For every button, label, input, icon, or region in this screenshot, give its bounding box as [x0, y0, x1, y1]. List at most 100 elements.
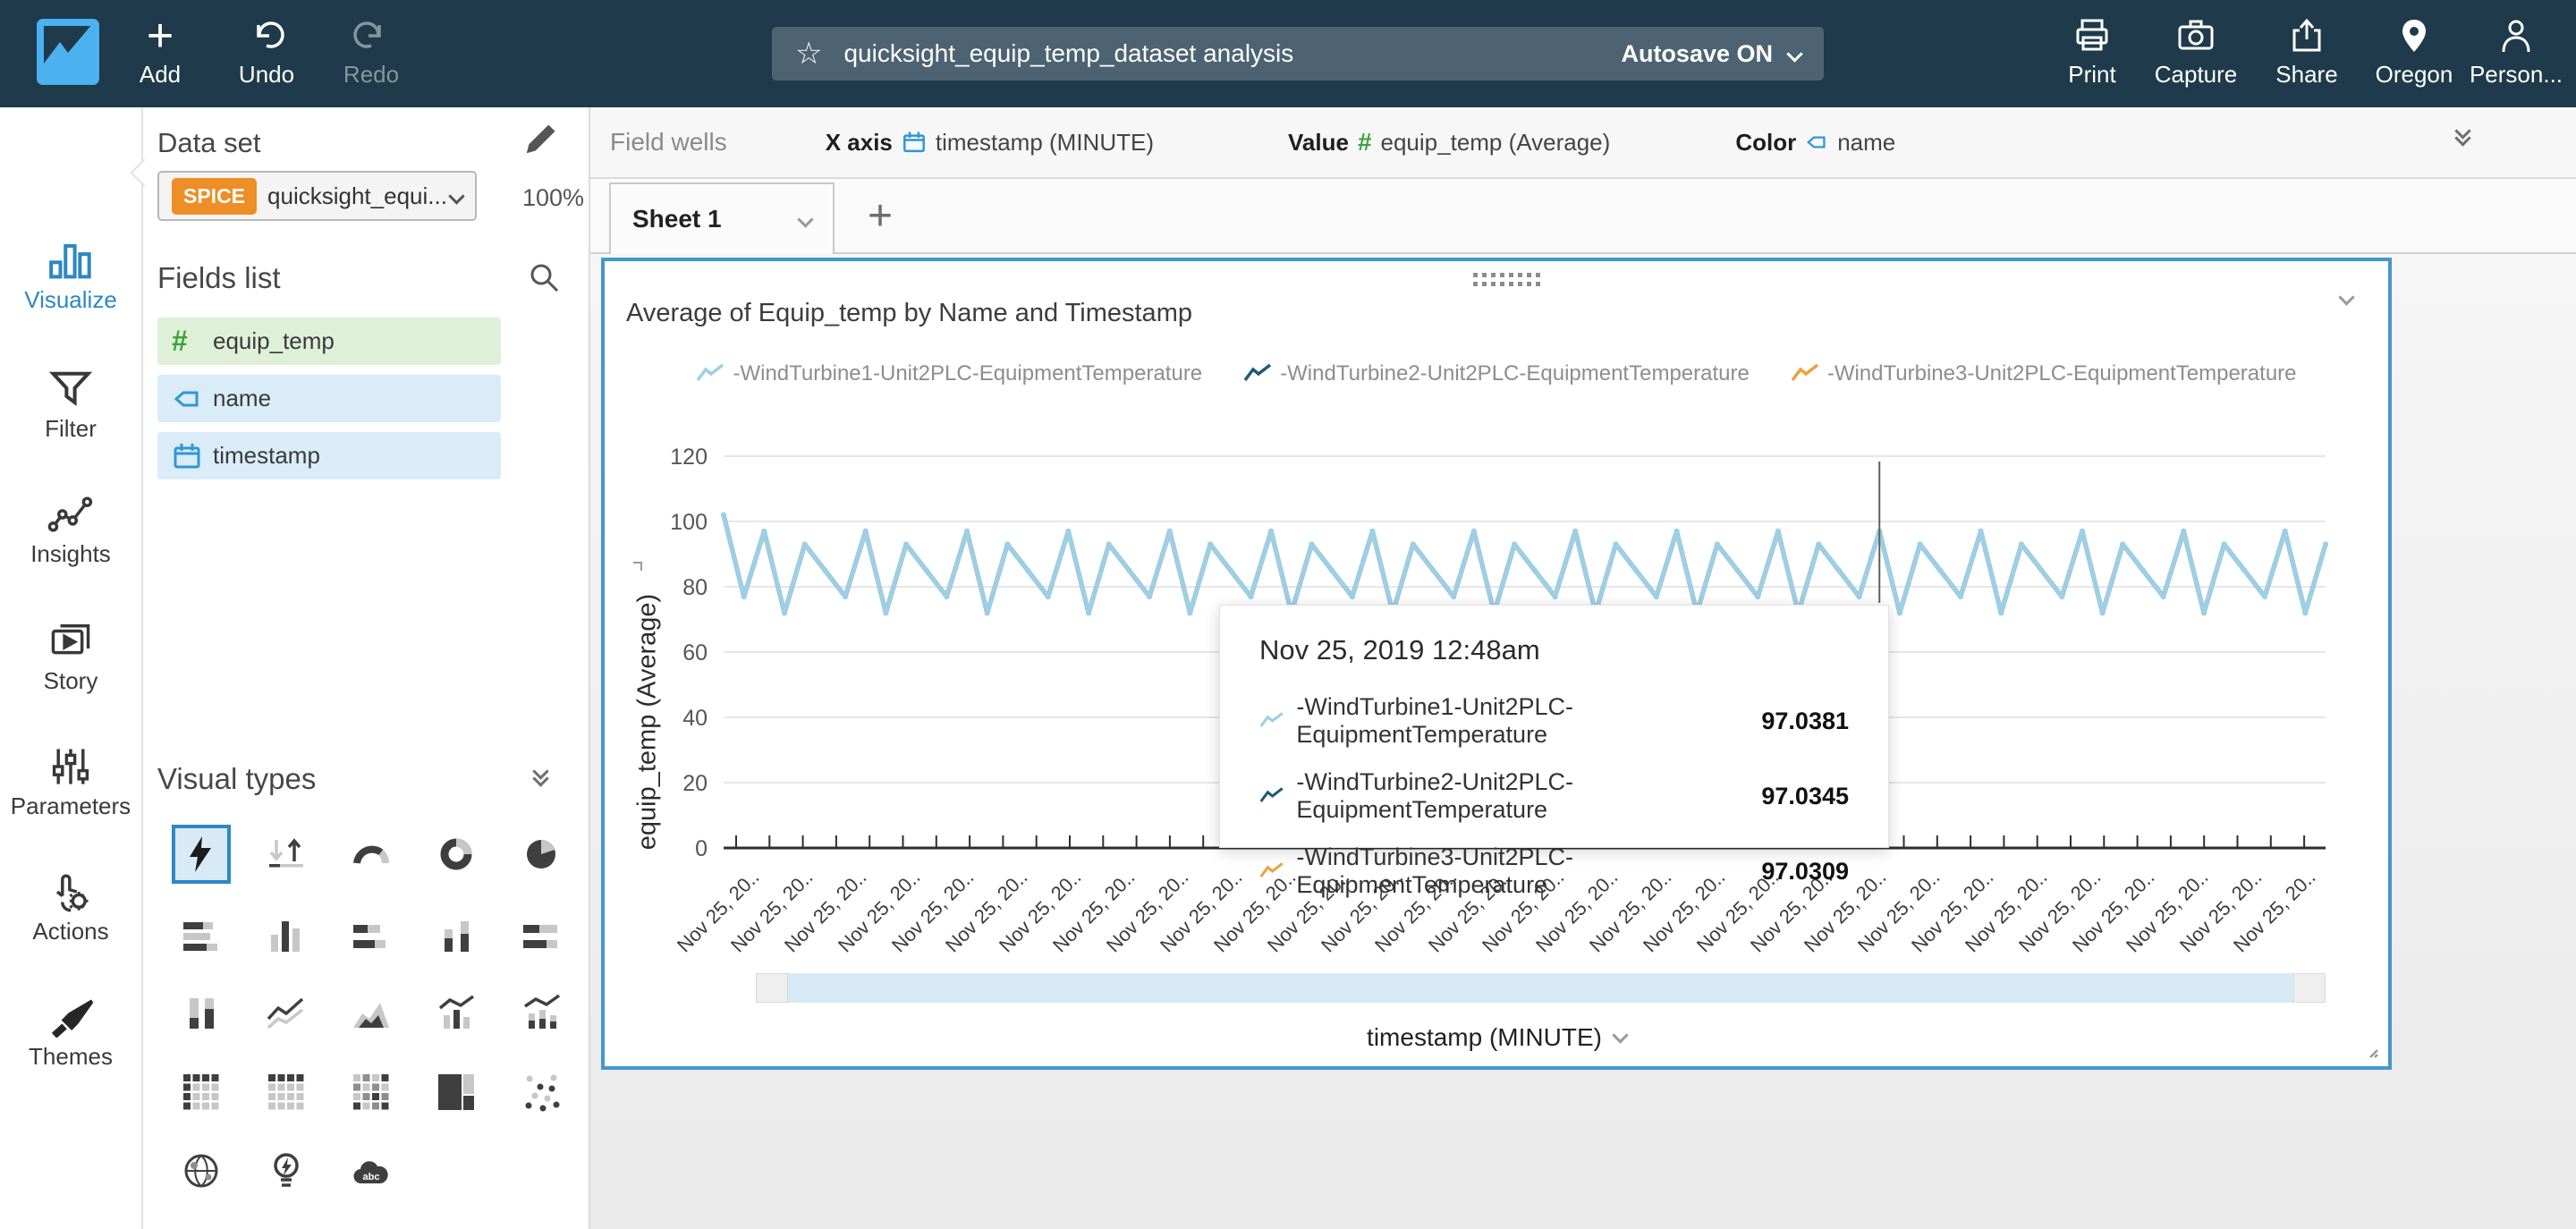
x-axis-title-dropdown[interactable]: timestamp (MINUTE): [605, 1023, 2388, 1052]
series-line-3[interactable]: [721, 514, 2328, 615]
field-wells-bar: Field wells X axis timestamp (MINUTE) Va…: [590, 107, 2576, 179]
field-equip-temp[interactable]: # equip_temp: [157, 318, 501, 365]
sidebar-item-story[interactable]: Story: [0, 621, 141, 695]
data-point: [2322, 541, 2329, 547]
share-button[interactable]: Share: [2258, 13, 2356, 89]
visual-type-barh[interactable]: [172, 907, 231, 966]
sidebar-item-parameters[interactable]: Parameters: [0, 746, 141, 820]
visual-type-stackv[interactable]: [427, 907, 486, 966]
sheet-menu-chevron-icon[interactable]: [797, 210, 814, 228]
widget-drag-handle-icon[interactable]: [1473, 273, 1540, 286]
x-axis-range-scrollbar[interactable]: [756, 973, 2326, 1003]
print-button[interactable]: Print: [2043, 13, 2141, 89]
visual-type-autograph[interactable]: [172, 825, 231, 884]
scrollbar-left-handle[interactable]: [756, 973, 788, 1003]
field-wells-collapse-icon[interactable]: [2454, 123, 2471, 147]
search-icon[interactable]: [528, 261, 560, 293]
visual-type-combo[interactable]: [427, 984, 486, 1043]
field-well-value[interactable]: Value # equip_temp (Average): [1288, 128, 1611, 156]
legend-item[interactable]: -WindTurbine1-Unit2PLC-EquipmentTemperat…: [696, 361, 1202, 386]
capture-button[interactable]: Capture: [2147, 13, 2245, 89]
visual-type-donut[interactable]: [427, 825, 486, 884]
sidebar-item-actions[interactable]: Actions: [0, 871, 141, 945]
widget-resize-handle[interactable]: [2356, 1036, 2381, 1061]
sidebar-item-insights[interactable]: Insights: [0, 494, 141, 568]
field-timestamp[interactable]: timestamp: [157, 432, 501, 479]
dataset-dropdown[interactable]: SPICE quicksight_equi...: [157, 171, 477, 221]
visual-type-scatter[interactable]: [512, 1063, 571, 1122]
quicksight-logo[interactable]: [37, 19, 99, 85]
data-point: [2181, 528, 2187, 535]
autosave-chevron-icon[interactable]: [1786, 45, 1803, 63]
field-name[interactable]: name: [157, 375, 501, 422]
area-icon: [353, 1003, 389, 1028]
add-button[interactable]: + Add: [139, 10, 182, 88]
data-point: [1632, 567, 1640, 573]
tooltip-row: -WindTurbine1-Unit2PLC-EquipmentTemperat…: [1259, 693, 1849, 749]
y-axis-collapse-icon[interactable]: [633, 562, 642, 571]
field-well-x-axis[interactable]: X axis timestamp (MINUTE): [825, 128, 1154, 156]
visual-type-treemap[interactable]: [427, 1063, 486, 1122]
left-nav: Visualize Filter Insights Story Paramete…: [0, 107, 143, 1229]
visual-type-pivot[interactable]: [172, 1063, 231, 1122]
region-button[interactable]: Oregon: [2365, 13, 2463, 89]
location-pin-icon: [2394, 13, 2434, 59]
actions-icon: [55, 874, 89, 912]
legend-item[interactable]: -WindTurbine2-Unit2PLC-EquipmentTemperat…: [1243, 361, 1750, 386]
visual-type-stackh[interactable]: [342, 907, 401, 966]
scrollbar-range[interactable]: [788, 973, 2293, 1003]
series-line-1[interactable]: [721, 514, 2328, 615]
edit-dataset-icon[interactable]: [524, 120, 560, 156]
visual-type-pie[interactable]: [512, 825, 571, 884]
data-point: [1653, 593, 1660, 600]
visual-type-map[interactable]: [172, 1141, 231, 1200]
field-well-color[interactable]: Color name: [1735, 128, 1896, 156]
scrollbar-right-handle[interactable]: [2293, 973, 2326, 1003]
barh-icon: [183, 922, 217, 951]
visual-type-line[interactable]: [257, 984, 316, 1043]
visual-type-stackv100[interactable]: [172, 984, 231, 1043]
tab-sheet-1[interactable]: Sheet 1: [609, 182, 835, 254]
visual-type-barv[interactable]: [257, 907, 316, 966]
data-point: [1267, 528, 1275, 535]
visual-type-combo2[interactable]: [512, 984, 571, 1043]
add-sheet-button[interactable]: +: [868, 192, 894, 240]
series-line-icon: [1791, 363, 1818, 382]
star-icon[interactable]: ☆: [795, 37, 823, 71]
analysis-title-bar[interactable]: ☆ quicksight_equip_temp_dataset analysis…: [772, 27, 1824, 81]
sidebar-item-visualize[interactable]: Visualize: [0, 240, 141, 314]
visual-type-gauge[interactable]: [342, 825, 401, 884]
field-wells-label: Field wells: [610, 128, 727, 156]
visual-type-wordcloud[interactable]: abc: [342, 1141, 401, 1200]
redo-button[interactable]: Redo: [322, 13, 420, 89]
data-point: [1674, 528, 1680, 535]
pie-icon: [527, 840, 555, 869]
numeric-field-icon: #: [1357, 128, 1372, 156]
series-line-icon: [697, 363, 724, 382]
visual-type-area[interactable]: [342, 984, 401, 1043]
data-point: [842, 593, 849, 600]
map-icon: [184, 1154, 218, 1188]
user-menu-button[interactable]: Person...: [2467, 13, 2565, 89]
legend-item[interactable]: -WindTurbine3-Unit2PLC-EquipmentTemperat…: [1791, 361, 2297, 386]
visual-types-collapse-icon[interactable]: [532, 763, 549, 787]
sidebar-item-themes[interactable]: Themes: [0, 996, 141, 1071]
data-point: [801, 541, 808, 547]
visual-type-stackh100[interactable]: [512, 907, 571, 966]
data-panel: Data set SPICE quicksight_equi... 100% F…: [143, 107, 590, 1229]
visual-type-heatmap[interactable]: [342, 1063, 401, 1122]
stackv-icon: [445, 921, 469, 952]
sidebar-item-filter[interactable]: Filter: [0, 369, 141, 443]
visual-type-kpi[interactable]: [257, 825, 316, 884]
visual-type-table[interactable]: [257, 1063, 316, 1122]
line-chart-widget[interactable]: Average of Equip_temp by Name and Timest…: [601, 258, 2392, 1070]
visual-type-insight[interactable]: [257, 1141, 316, 1200]
series-line-2[interactable]: [721, 514, 2328, 615]
data-point: [1998, 610, 2004, 616]
undo-icon: [247, 13, 286, 59]
undo-button[interactable]: Undo: [217, 13, 316, 89]
autograph-icon: [190, 836, 211, 872]
analysis-title: quicksight_equip_temp_dataset analysis: [843, 39, 1294, 67]
data-point: [2140, 567, 2147, 573]
autosave-toggle[interactable]: Autosave ON: [1621, 39, 1773, 67]
